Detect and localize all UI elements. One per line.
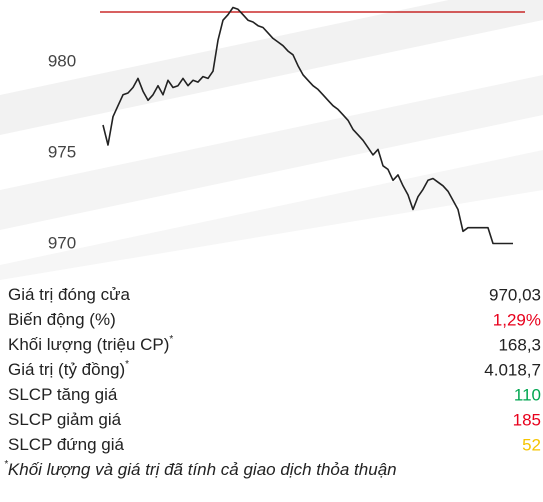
row-value: 185 — [513, 410, 541, 429]
row-value: 52 — [522, 435, 541, 454]
row-label-text: Giá trị (tỷ đồng) — [8, 360, 125, 379]
y-tick-label: 970 — [48, 234, 76, 253]
row-label: SLCP giảm giá — [8, 410, 122, 429]
footnote-mark: * — [4, 459, 9, 470]
background-band — [0, 75, 543, 230]
stats-table: Giá trị đóng cửa 970,03 Biến động (%) 1,29%… — [4, 285, 541, 479]
row-value: 4.018,7 — [484, 360, 541, 379]
row-label-text: SLCP tăng giá — [8, 385, 118, 404]
background-band — [0, 0, 543, 135]
row-label: Biến động (%) — [8, 310, 116, 329]
row-label-text: SLCP giảm giá — [8, 410, 122, 429]
note-mark: * — [125, 359, 129, 370]
row-label: SLCP tăng giá — [8, 385, 118, 404]
background-band — [0, 150, 543, 280]
row-label: Giá trị (tỷ đồng)* — [8, 359, 129, 380]
row-label-text: Biến động (%) — [8, 310, 116, 329]
row-label-text: Giá trị đóng cửa — [8, 285, 130, 304]
row-value: 168,3 — [498, 335, 541, 354]
row-label-text: Khối lượng (triệu CP) — [8, 335, 169, 354]
row-label-text: SLCP đứng giá — [8, 435, 125, 454]
footnote-text: Khối lượng và giá trị đã tính cả giao dị… — [8, 460, 397, 479]
note-mark: * — [169, 334, 173, 345]
row-value: 970,03 — [489, 285, 541, 304]
chart: 970 975 980 — [48, 6, 525, 253]
row-label: SLCP đứng giá — [8, 435, 125, 454]
row-label: Khối lượng (triệu CP)* — [8, 334, 173, 355]
row-label: Giá trị đóng cửa — [8, 285, 130, 304]
y-tick-label: 975 — [48, 143, 76, 162]
row-value: 1,29% — [493, 310, 541, 329]
footnote: *Khối lượng và giá trị đã tính cả giao d… — [4, 459, 397, 480]
y-tick-label: 980 — [48, 52, 76, 71]
price-line — [102, 6, 513, 245]
row-value: 110 — [514, 385, 541, 404]
